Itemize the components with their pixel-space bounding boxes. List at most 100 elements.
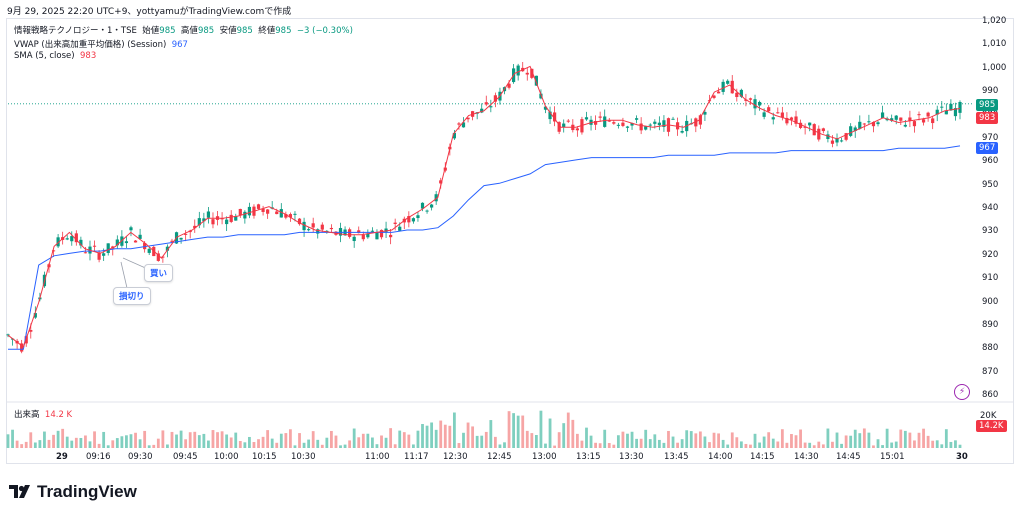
volume-bar <box>944 429 948 448</box>
candle-body <box>493 95 497 102</box>
legend-volume[interactable]: 出来高 14.2 K <box>14 408 72 420</box>
candle-body <box>338 227 343 236</box>
volume-bar <box>138 439 142 448</box>
volume-bar <box>894 441 898 448</box>
candle-body <box>352 236 356 242</box>
volume-bar <box>11 429 14 448</box>
candle-body <box>603 116 607 127</box>
candle-body <box>92 245 97 247</box>
volume-bar <box>143 430 147 448</box>
candle-body <box>489 106 493 108</box>
legend-low-label: 安値 <box>219 26 237 36</box>
volume-bar <box>15 440 19 448</box>
candle-body <box>211 219 215 225</box>
candle-body <box>835 138 839 143</box>
volume-bar <box>252 442 256 448</box>
volume-bar <box>739 441 743 448</box>
candle-body <box>275 211 279 215</box>
price-tick-label: 880 <box>982 343 999 354</box>
legend-close-value: 985 <box>275 26 292 36</box>
candle-body <box>411 218 415 222</box>
candle-body <box>794 116 798 124</box>
volume-bar <box>330 430 333 448</box>
time-axis[interactable]: 29 09:16 09:30 09:45 10:00 10:15 10:30 11:00 11:… <box>0 452 1024 466</box>
volume-bar <box>56 430 60 448</box>
volume-bar <box>808 442 812 448</box>
candle-body <box>138 234 142 239</box>
volume-bar <box>211 430 215 448</box>
volume-bar <box>357 437 361 448</box>
candle-body <box>844 133 848 140</box>
candle-body <box>20 343 24 352</box>
legend-low-value: 985 <box>236 26 253 36</box>
volume-bar <box>812 445 816 448</box>
candle-body <box>316 229 320 234</box>
volume-bar <box>152 444 156 448</box>
candle-body <box>621 122 625 126</box>
candle-body <box>484 102 488 105</box>
volume-bar <box>498 444 502 448</box>
volume-bar <box>621 431 625 448</box>
candle-body <box>302 221 306 231</box>
chart-created-caption: 9月 29, 2025 22:20 UTC+9、yottyamuがTrading… <box>7 7 292 17</box>
volume-bar <box>566 412 570 448</box>
stop-pointer <box>120 261 128 289</box>
price-axis[interactable]: 1,0201,0101,0009909809709609509409309209… <box>972 0 1012 400</box>
candle-body <box>789 117 794 120</box>
volume-bar <box>557 432 561 448</box>
candle-body <box>70 236 74 242</box>
candle-body <box>826 134 830 140</box>
volume-bar <box>644 429 648 448</box>
volume-bar <box>908 432 912 448</box>
buy-annotation[interactable]: 買い <box>144 264 174 282</box>
candle-body <box>33 313 37 318</box>
volume-bar <box>6 434 10 448</box>
volume-bar <box>293 445 297 448</box>
candle-body <box>817 128 821 140</box>
volume-bar <box>580 440 584 448</box>
volume-bar <box>70 440 74 448</box>
volume-bar <box>922 428 925 448</box>
volume-bar <box>320 444 324 448</box>
candle-body <box>229 214 233 222</box>
volume-bar <box>257 439 260 448</box>
volume-bar <box>115 438 119 448</box>
price-tick-label: 1,020 <box>982 16 1007 26</box>
volume-bar <box>708 442 711 448</box>
volume-bar <box>371 437 374 448</box>
stop-loss-annotation[interactable]: 損切り <box>113 287 151 305</box>
time-tick-label: 12:30 <box>443 452 468 462</box>
volume-bar <box>120 436 124 448</box>
legend-sma[interactable]: SMA (5, close) 983 <box>14 51 96 61</box>
candle-body <box>161 256 165 258</box>
lightning-icon[interactable]: ⚡ <box>954 384 970 400</box>
volume-bar <box>703 436 707 448</box>
volume-bar <box>407 434 411 448</box>
candle-body <box>958 101 962 113</box>
volume-bar <box>890 442 894 448</box>
volume-bar <box>503 442 506 448</box>
sma-line <box>7 65 961 348</box>
candle-body <box>425 210 429 212</box>
candle-body <box>853 127 857 131</box>
candle-body <box>926 112 930 117</box>
candle-body <box>598 116 602 118</box>
volume-bar <box>261 436 265 448</box>
volume-bar <box>197 435 201 448</box>
legend-vwap[interactable]: VWAP (出来高加重平均価格) (Session) 967 <box>14 38 188 50</box>
volume-bar <box>876 439 880 448</box>
volume-bar <box>849 435 853 448</box>
candle-body <box>311 223 315 228</box>
volume-bar <box>348 440 352 448</box>
volume-bar <box>129 434 133 448</box>
volume-bar <box>88 441 92 448</box>
candle-body <box>584 117 589 120</box>
legend-symbol[interactable]: 情報戦略テクノロジー・1・TSE <box>14 26 137 36</box>
volume-bar <box>402 432 406 448</box>
candle-body <box>439 180 443 184</box>
volume-bar <box>753 433 757 448</box>
volume-bar <box>175 434 178 448</box>
volume-bar <box>202 433 206 448</box>
volume-bar <box>484 431 488 448</box>
